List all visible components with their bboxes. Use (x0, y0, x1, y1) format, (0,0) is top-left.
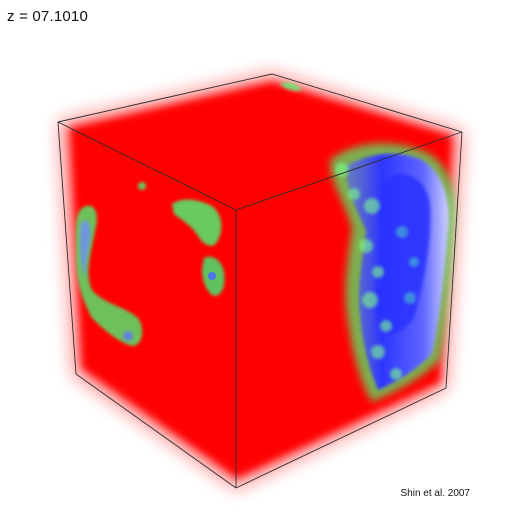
ionized-filament-center (138, 82, 302, 296)
redshift-label: z = 07.1010 (7, 8, 89, 25)
ionized-region-right (330, 143, 456, 402)
ionized-patch-left (75, 205, 143, 346)
credit-label: Shin et al. 2007 (400, 488, 471, 499)
cube-wireframe (57, 73, 463, 489)
